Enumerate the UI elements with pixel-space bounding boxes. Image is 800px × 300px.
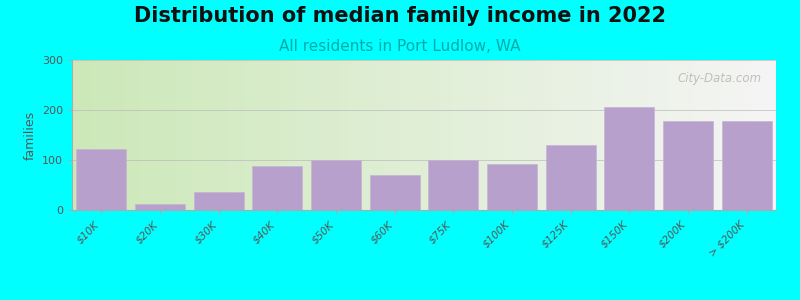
Bar (663, 121, 713, 210)
Bar (311, 160, 361, 210)
Text: Distribution of median family income in 2022: Distribution of median family income in … (134, 6, 666, 26)
Text: City-Data.com: City-Data.com (678, 72, 762, 85)
Bar (370, 175, 419, 210)
Bar (546, 145, 595, 210)
Bar (722, 121, 771, 210)
Bar (605, 106, 654, 210)
Bar (194, 191, 243, 210)
Bar (77, 149, 126, 210)
Bar (253, 166, 302, 210)
Text: All residents in Port Ludlow, WA: All residents in Port Ludlow, WA (279, 39, 521, 54)
Bar (487, 164, 537, 210)
Bar (135, 204, 185, 210)
Y-axis label: families: families (23, 110, 36, 160)
Bar (429, 160, 478, 210)
